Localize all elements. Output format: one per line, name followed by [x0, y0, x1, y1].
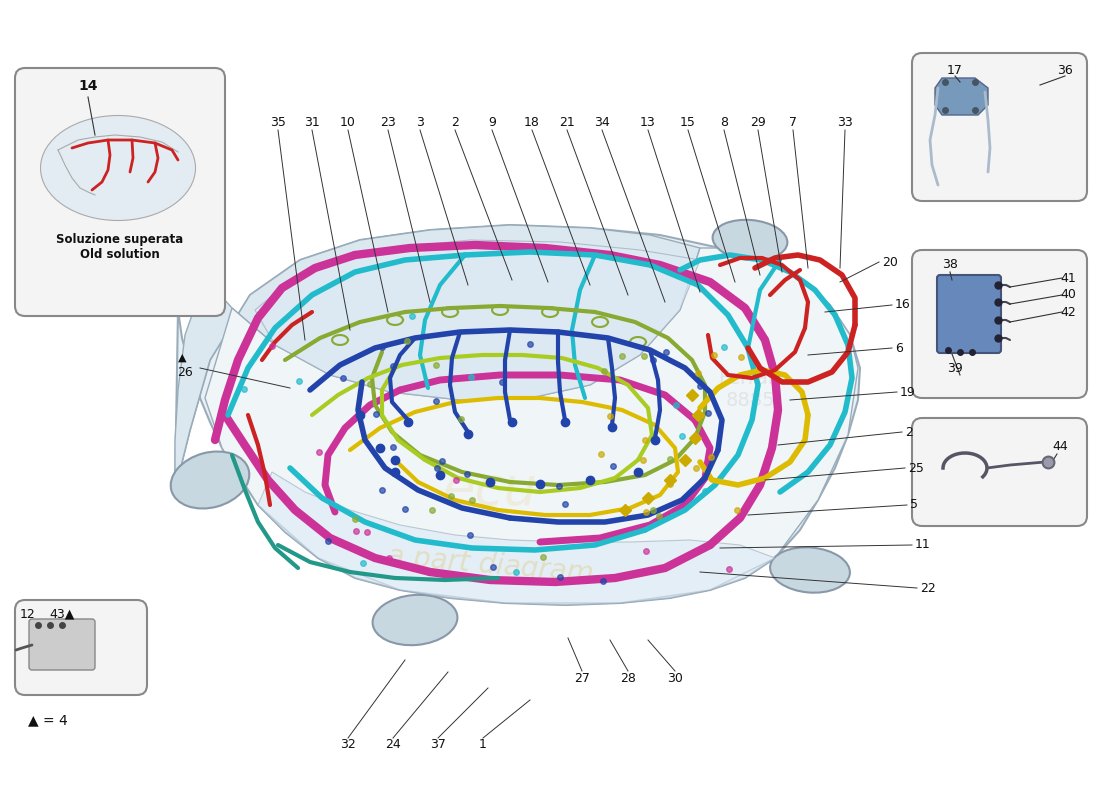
Text: 20: 20 [882, 255, 898, 269]
Polygon shape [205, 248, 858, 603]
FancyBboxPatch shape [912, 53, 1087, 201]
Text: ecu: ecu [442, 464, 538, 516]
Text: 41: 41 [1060, 271, 1076, 285]
FancyBboxPatch shape [912, 250, 1087, 398]
FancyBboxPatch shape [912, 418, 1087, 526]
Text: 13: 13 [640, 117, 656, 130]
Text: ▲: ▲ [178, 353, 186, 363]
Text: 7: 7 [789, 117, 797, 130]
Text: Old solution: Old solution [80, 247, 160, 261]
Polygon shape [935, 78, 988, 115]
Text: 26: 26 [177, 366, 192, 379]
Text: 10: 10 [340, 117, 356, 130]
Text: 43▲: 43▲ [50, 607, 75, 621]
Ellipse shape [170, 451, 250, 509]
Ellipse shape [373, 595, 458, 645]
Text: 21: 21 [559, 117, 575, 130]
Text: 8: 8 [720, 117, 728, 130]
Polygon shape [175, 225, 700, 490]
Text: 25: 25 [908, 462, 924, 474]
Text: 31: 31 [304, 117, 320, 130]
Text: 23: 23 [381, 117, 396, 130]
Text: 2: 2 [451, 117, 459, 130]
Ellipse shape [713, 220, 788, 260]
Text: 12: 12 [20, 607, 36, 621]
Text: 15: 15 [680, 117, 696, 130]
Text: 6: 6 [895, 342, 903, 354]
Text: a part diagram: a part diagram [386, 542, 594, 588]
Ellipse shape [770, 547, 850, 593]
Text: Soluzione superata: Soluzione superata [56, 234, 184, 246]
Text: 1: 1 [480, 738, 487, 751]
Text: 42: 42 [1060, 306, 1076, 318]
Text: 37: 37 [430, 738, 446, 751]
Text: 5: 5 [910, 498, 918, 511]
Text: 11: 11 [915, 538, 931, 551]
Text: 19: 19 [900, 386, 915, 398]
Polygon shape [255, 240, 700, 400]
Text: 40: 40 [1060, 289, 1076, 302]
Text: 35: 35 [271, 117, 286, 130]
Text: 34: 34 [594, 117, 609, 130]
Text: 44: 44 [1052, 441, 1068, 454]
FancyBboxPatch shape [15, 600, 147, 695]
Text: 14: 14 [78, 79, 98, 93]
Ellipse shape [41, 115, 196, 221]
FancyBboxPatch shape [15, 68, 225, 316]
Text: 27: 27 [574, 671, 590, 685]
Polygon shape [175, 225, 860, 605]
Polygon shape [258, 472, 776, 605]
Text: 39: 39 [947, 362, 962, 374]
Text: 38: 38 [942, 258, 958, 271]
FancyBboxPatch shape [29, 619, 95, 670]
Text: 16: 16 [895, 298, 911, 311]
FancyBboxPatch shape [937, 275, 1001, 353]
Text: 3: 3 [416, 117, 424, 130]
Text: 17: 17 [947, 63, 962, 77]
Text: 18: 18 [524, 117, 540, 130]
Text: 24: 24 [385, 738, 400, 751]
Text: 29: 29 [750, 117, 766, 130]
Text: 9: 9 [488, 117, 496, 130]
Text: 28: 28 [620, 671, 636, 685]
Text: 36: 36 [1057, 63, 1072, 77]
Text: ▲ = 4: ▲ = 4 [28, 713, 68, 727]
Text: 2: 2 [905, 426, 913, 438]
Text: Ferrari
8885: Ferrari 8885 [718, 370, 782, 410]
Text: 33: 33 [837, 117, 852, 130]
Text: 32: 32 [340, 738, 356, 751]
Text: 30: 30 [667, 671, 683, 685]
Text: 22: 22 [920, 582, 936, 594]
